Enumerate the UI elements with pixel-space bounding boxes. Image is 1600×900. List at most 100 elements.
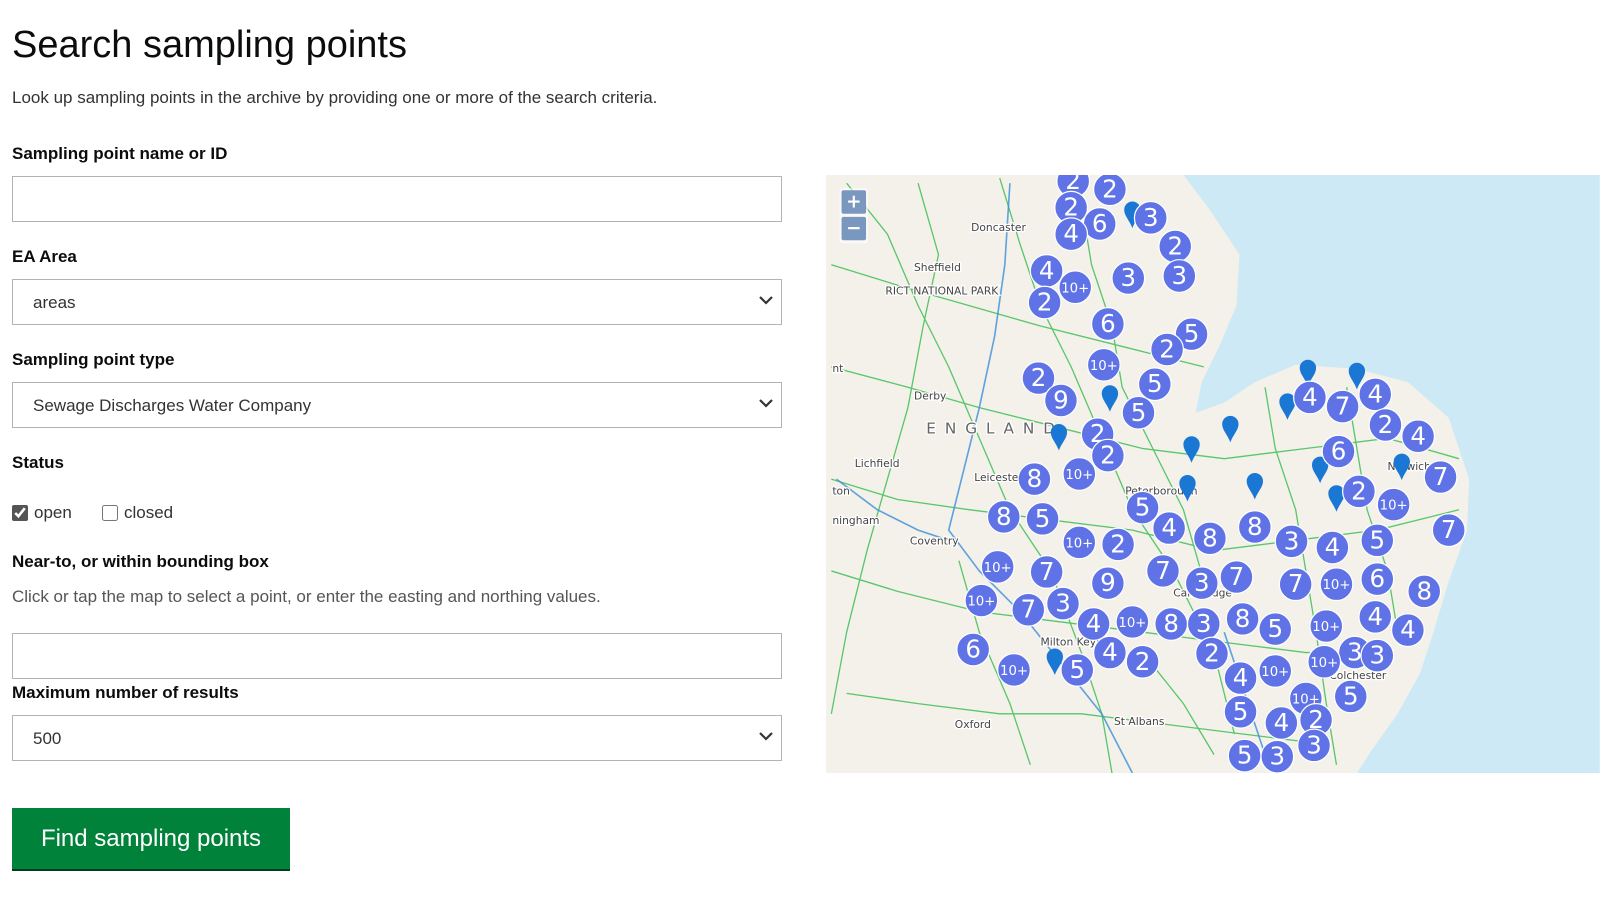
- zoom-in-label[interactable]: +: [846, 192, 861, 213]
- pins: [1046, 201, 1410, 676]
- cluster-marker[interactable]: [1090, 307, 1125, 341]
- status-closed[interactable]: closed: [102, 503, 173, 523]
- map[interactable]: Doncaster Sheffield RICT NATIONAL PARK Derb…: [826, 175, 1600, 773]
- cluster-marker[interactable]: [964, 583, 999, 618]
- zoom-out-label[interactable]: −: [846, 218, 861, 239]
- cluster-marker[interactable]: [1390, 613, 1425, 648]
- cluster-marker[interactable]: [1358, 377, 1393, 412]
- cluster-marker[interactable]: [1054, 217, 1089, 252]
- cluster-marker[interactable]: [1090, 566, 1125, 601]
- cluster-marker[interactable]: [1076, 607, 1111, 641]
- cluster-marker[interactable]: [1101, 527, 1136, 562]
- cluster-marker[interactable]: [986, 499, 1021, 534]
- cluster-marker[interactable]: [1333, 679, 1368, 714]
- cluster-marker[interactable]: [980, 549, 1015, 584]
- max-select[interactable]: 500: [12, 715, 782, 761]
- cluster-marker[interactable]: [1307, 644, 1342, 679]
- cluster-count: 3: [1172, 261, 1188, 290]
- cluster-marker[interactable]: [1162, 259, 1197, 293]
- checkbox[interactable]: [102, 505, 118, 521]
- cluster-marker[interactable]: [1274, 524, 1309, 559]
- checkbox-label: open: [34, 503, 72, 522]
- cluster-marker[interactable]: [1309, 609, 1344, 643]
- cluster-marker[interactable]: [1086, 347, 1121, 382]
- cluster-count: 2: [1308, 705, 1324, 734]
- cluster-marker[interactable]: [1225, 601, 1260, 636]
- cluster-marker[interactable]: [1223, 694, 1258, 729]
- cluster-marker[interactable]: [997, 652, 1031, 687]
- zoom-out-button[interactable]: [841, 216, 867, 241]
- cluster-marker[interactable]: [1368, 408, 1403, 442]
- cluster-marker[interactable]: [956, 632, 991, 667]
- zoom-in-button[interactable]: [841, 190, 867, 214]
- cluster-marker[interactable]: [1258, 654, 1293, 688]
- cluster-marker[interactable]: [1115, 605, 1150, 639]
- cluster-marker[interactable]: [1062, 457, 1097, 491]
- cluster-marker[interactable]: [1174, 317, 1209, 352]
- cluster-marker[interactable]: [1258, 612, 1293, 647]
- cluster-marker[interactable]: [1046, 586, 1080, 621]
- cluster-marker[interactable]: [1152, 511, 1187, 546]
- cluster-marker[interactable]: [1376, 487, 1411, 522]
- cluster-marker[interactable]: [1125, 490, 1160, 525]
- cluster-marker[interactable]: [1025, 501, 1060, 536]
- submit-button[interactable]: Find sampling points: [12, 808, 290, 871]
- cluster-marker[interactable]: [1092, 175, 1127, 207]
- cluster-marker[interactable]: [1184, 566, 1219, 601]
- cluster-marker[interactable]: [1062, 525, 1097, 560]
- cluster-count: 2: [1159, 335, 1175, 364]
- cluster-marker[interactable]: [1260, 739, 1295, 773]
- cluster-marker[interactable]: [1431, 513, 1466, 548]
- checkbox[interactable]: [12, 505, 28, 521]
- cluster-marker[interactable]: [1133, 200, 1168, 235]
- cluster-marker[interactable]: [1044, 383, 1078, 418]
- cluster-marker[interactable]: [1090, 438, 1125, 473]
- cluster-marker[interactable]: [1264, 706, 1299, 740]
- cluster-marker[interactable]: [1195, 636, 1229, 671]
- cluster-count: 4: [1233, 663, 1249, 692]
- cluster-marker[interactable]: [1121, 395, 1156, 430]
- cluster-marker[interactable]: [1125, 644, 1160, 679]
- cluster-marker[interactable]: [1058, 270, 1093, 305]
- cluster-marker[interactable]: [1092, 635, 1127, 670]
- cluster-marker[interactable]: [1011, 592, 1046, 627]
- cluster-marker[interactable]: [1029, 555, 1064, 589]
- cluster-marker[interactable]: [1192, 521, 1227, 556]
- cluster-count: 10+: [1322, 578, 1350, 593]
- cluster-marker[interactable]: [1027, 285, 1062, 320]
- cluster-marker[interactable]: [1360, 562, 1395, 597]
- cluster-marker[interactable]: [1017, 462, 1052, 497]
- cluster-marker[interactable]: [1358, 599, 1393, 634]
- cluster-count: 3: [1370, 641, 1386, 670]
- cluster-marker[interactable]: [1319, 567, 1354, 602]
- cluster-count: 5: [1035, 504, 1051, 533]
- cluster-marker[interactable]: [1315, 530, 1350, 565]
- cluster-marker[interactable]: [1325, 389, 1360, 424]
- cluster-marker[interactable]: [1341, 474, 1376, 509]
- cluster-marker[interactable]: [1297, 728, 1331, 763]
- cluster-marker[interactable]: [1423, 460, 1458, 495]
- cluster-marker[interactable]: [1360, 638, 1395, 673]
- name-input[interactable]: [12, 176, 782, 222]
- cluster-marker[interactable]: [1407, 574, 1442, 609]
- near-input[interactable]: [12, 633, 782, 679]
- cluster-marker[interactable]: [1278, 567, 1313, 602]
- cluster-marker[interactable]: [1223, 661, 1258, 696]
- cluster-marker[interactable]: [1293, 380, 1327, 415]
- cluster-marker[interactable]: [1360, 523, 1395, 558]
- cluster-marker[interactable]: [1219, 560, 1254, 595]
- cluster-marker[interactable]: [1150, 332, 1185, 367]
- cluster-marker[interactable]: [1237, 510, 1272, 545]
- cluster-count: 4: [1302, 382, 1318, 411]
- status-open[interactable]: open: [12, 503, 72, 523]
- cluster-marker[interactable]: [1146, 554, 1180, 588]
- cluster-marker[interactable]: [1060, 652, 1095, 687]
- type-select[interactable]: Sewage Discharges Water Company: [12, 382, 782, 428]
- cluster-marker[interactable]: [1111, 261, 1146, 296]
- field-label: EA Area: [12, 247, 77, 266]
- cluster-marker[interactable]: [1401, 419, 1436, 454]
- cluster-marker[interactable]: [1021, 361, 1056, 396]
- cluster-marker[interactable]: [1321, 434, 1356, 469]
- cluster-marker[interactable]: [1137, 367, 1172, 402]
- area-select[interactable]: areas: [12, 279, 782, 325]
